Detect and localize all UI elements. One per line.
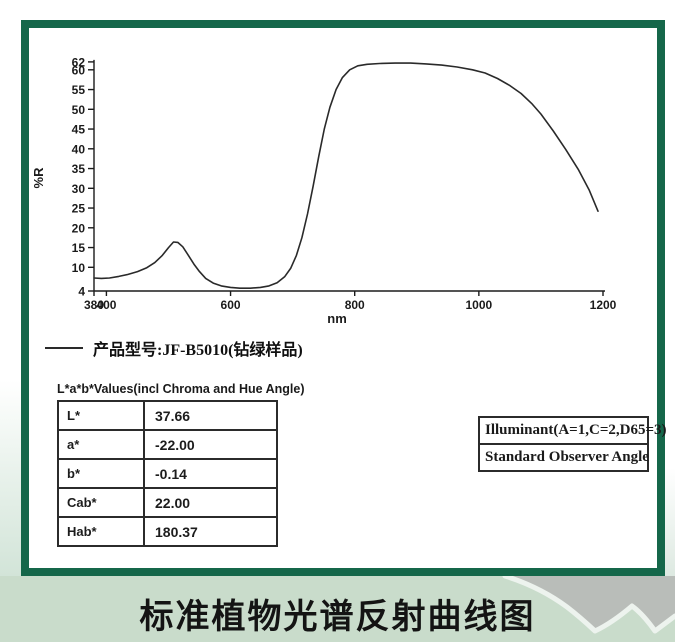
- lab-param-value: 22.00: [143, 487, 278, 518]
- footer-ridge-line: [502, 576, 675, 634]
- y-tick-label: 10: [72, 261, 86, 275]
- lab-table-row: L* 37.66: [57, 400, 278, 431]
- illuminant-info-box: Illuminant(A=1,C=2,D65=3) Standard Obser…: [478, 416, 667, 472]
- x-tick-label: 380: [84, 298, 104, 312]
- reflectance-curve: [93, 62, 599, 289]
- y-tick-label: 60: [72, 63, 86, 77]
- y-tick-label: 30: [72, 182, 86, 196]
- x-tick-label: 800: [345, 298, 365, 312]
- y-tick-label: 62: [72, 55, 86, 69]
- observer-angle-line: Standard Observer Angle: [485, 449, 649, 465]
- lab-table-row: Hab* 180.37: [57, 516, 278, 547]
- lab-param-value: 37.66: [143, 400, 278, 431]
- lab-table-row: Cab* 22.00: [57, 487, 278, 518]
- y-axis-title: %R: [31, 167, 46, 189]
- y-tick-label: 15: [72, 241, 86, 255]
- footer-art-svg: [0, 576, 675, 642]
- x-tick-label: 600: [221, 298, 241, 312]
- lab-table: L* 37.66 a* -22.00 b* -0.14 Cab* 22.00 Hab* 180.3…: [57, 400, 278, 547]
- footer-gray-hill: [505, 576, 675, 631]
- poster-caption: 标准植物光谱反射曲线图: [139, 598, 536, 636]
- y-tick-label: 25: [72, 202, 86, 216]
- lab-table-title: L*a*b*Values(incl Chroma and Hue Angle): [57, 382, 305, 396]
- x-tick-label: 1000: [466, 298, 493, 312]
- lab-table-row: a* -22.00: [57, 429, 278, 460]
- lab-param-name: Hab*: [57, 516, 145, 547]
- background-right-tint: [665, 468, 675, 577]
- chart-legend: 产品型号:JF-B5010(钻绿样品): [45, 337, 303, 359]
- lab-param-value: -22.00: [143, 429, 278, 460]
- y-tick-label: 50: [72, 103, 86, 117]
- background-left-tint: [0, 380, 21, 577]
- lab-table-body: L* 37.66 a* -22.00 b* -0.14 Cab* 22.00 Hab* 180.3…: [57, 400, 278, 547]
- legend-label: 产品型号:JF-B5010(钻绿样品): [93, 342, 303, 359]
- lab-param-name: Cab*: [57, 487, 145, 518]
- y-tick-label: 20: [72, 221, 86, 235]
- y-tick-label: 45: [72, 123, 86, 137]
- y-tick-label: 55: [72, 83, 86, 97]
- x-axis-title: nm: [327, 311, 347, 326]
- y-tick-label: 40: [72, 142, 86, 156]
- chart-panel: 4 10 15 20 25 30 35 40 45 50 55 60 62 380 400 600 800 100…: [21, 20, 667, 576]
- lab-param-name: b*: [57, 458, 145, 489]
- x-tick-label: 1200: [590, 298, 617, 312]
- lab-param-value: -0.14: [143, 458, 278, 489]
- illuminant-line: Illuminant(A=1,C=2,D65=3): [480, 418, 667, 445]
- lab-param-name: L*: [57, 400, 145, 431]
- y-tick-label: 35: [72, 162, 86, 176]
- lab-param-name: a*: [57, 429, 145, 460]
- footer-art: 标准植物光谱反射曲线图: [0, 576, 675, 642]
- lab-table-row: b* -0.14: [57, 458, 278, 489]
- x-tick-label: 400: [96, 298, 116, 312]
- legend-line-swatch: [45, 347, 83, 349]
- lab-param-value: 180.37: [143, 516, 278, 547]
- y-tick-label: 4: [78, 285, 85, 299]
